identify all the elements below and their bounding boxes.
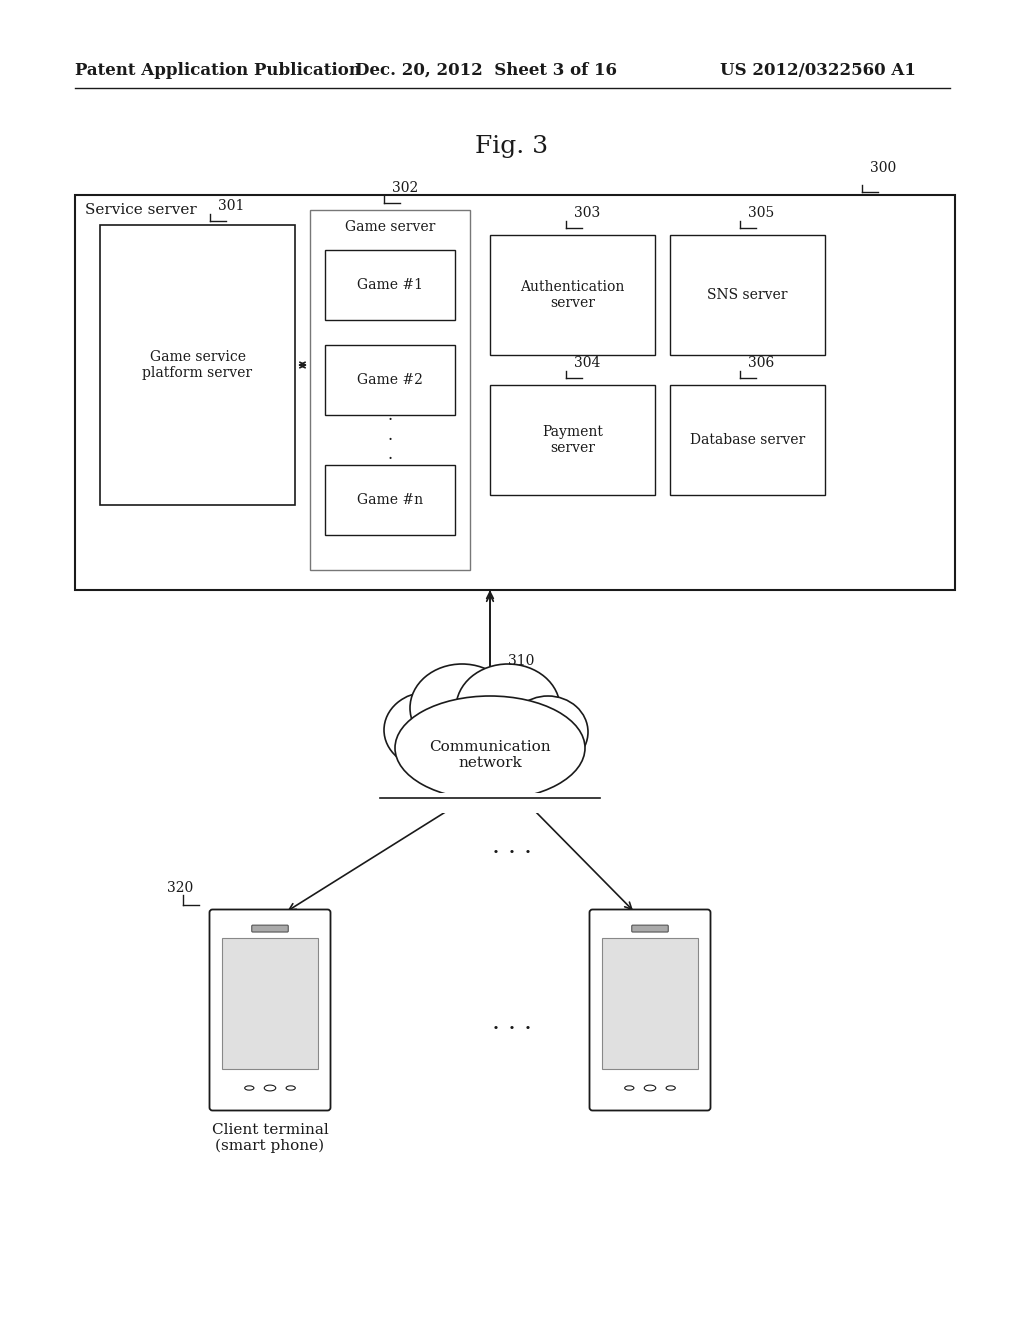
Ellipse shape bbox=[245, 1086, 254, 1090]
Text: 303: 303 bbox=[574, 206, 600, 220]
FancyBboxPatch shape bbox=[490, 385, 655, 495]
Text: ·
·
·: · · · bbox=[387, 412, 392, 469]
Text: 302: 302 bbox=[392, 181, 418, 195]
Text: US 2012/0322560 A1: US 2012/0322560 A1 bbox=[720, 62, 915, 79]
FancyBboxPatch shape bbox=[252, 925, 288, 932]
Text: Communication
network: Communication network bbox=[429, 741, 551, 770]
Text: Fig. 3: Fig. 3 bbox=[475, 135, 549, 158]
FancyBboxPatch shape bbox=[490, 235, 655, 355]
Text: 306: 306 bbox=[748, 356, 774, 370]
FancyBboxPatch shape bbox=[632, 925, 669, 932]
Text: · · ·: · · · bbox=[492, 1019, 532, 1041]
FancyBboxPatch shape bbox=[375, 793, 605, 813]
Text: Patent Application Publication: Patent Application Publication bbox=[75, 62, 360, 79]
FancyBboxPatch shape bbox=[325, 465, 455, 535]
Ellipse shape bbox=[286, 1086, 295, 1090]
FancyBboxPatch shape bbox=[210, 909, 331, 1110]
Text: Game #2: Game #2 bbox=[357, 374, 423, 387]
FancyBboxPatch shape bbox=[670, 235, 825, 355]
Ellipse shape bbox=[625, 1086, 634, 1090]
Text: 300: 300 bbox=[870, 161, 896, 176]
Ellipse shape bbox=[666, 1086, 675, 1090]
FancyBboxPatch shape bbox=[222, 937, 318, 1068]
Ellipse shape bbox=[264, 1085, 275, 1090]
FancyBboxPatch shape bbox=[602, 937, 698, 1068]
Ellipse shape bbox=[410, 664, 514, 752]
Text: Payment
server: Payment server bbox=[542, 425, 603, 455]
FancyBboxPatch shape bbox=[100, 224, 295, 506]
Text: Service server: Service server bbox=[85, 203, 197, 216]
Text: 310: 310 bbox=[508, 653, 535, 668]
Ellipse shape bbox=[644, 1085, 655, 1090]
FancyBboxPatch shape bbox=[670, 385, 825, 495]
Text: 304: 304 bbox=[574, 356, 600, 370]
FancyBboxPatch shape bbox=[310, 210, 470, 570]
FancyBboxPatch shape bbox=[590, 909, 711, 1110]
Ellipse shape bbox=[508, 696, 588, 768]
Text: Dec. 20, 2012  Sheet 3 of 16: Dec. 20, 2012 Sheet 3 of 16 bbox=[355, 62, 617, 79]
FancyBboxPatch shape bbox=[325, 249, 455, 319]
Ellipse shape bbox=[384, 692, 472, 768]
Ellipse shape bbox=[395, 696, 585, 800]
Text: Client terminal
(smart phone): Client terminal (smart phone) bbox=[212, 1122, 329, 1154]
Text: Game server: Game server bbox=[345, 220, 435, 234]
Text: 320: 320 bbox=[168, 880, 194, 895]
Text: Authentication
server: Authentication server bbox=[520, 280, 625, 310]
FancyBboxPatch shape bbox=[325, 345, 455, 414]
Text: Database server: Database server bbox=[690, 433, 805, 447]
Ellipse shape bbox=[456, 664, 560, 752]
Text: SNS server: SNS server bbox=[708, 288, 787, 302]
Text: 305: 305 bbox=[748, 206, 774, 220]
Text: Game #n: Game #n bbox=[357, 492, 423, 507]
Text: · · ·: · · · bbox=[492, 842, 532, 865]
Text: Game #1: Game #1 bbox=[357, 279, 423, 292]
FancyBboxPatch shape bbox=[75, 195, 955, 590]
Text: Game service
platform server: Game service platform server bbox=[142, 350, 253, 380]
Text: 301: 301 bbox=[218, 199, 245, 213]
